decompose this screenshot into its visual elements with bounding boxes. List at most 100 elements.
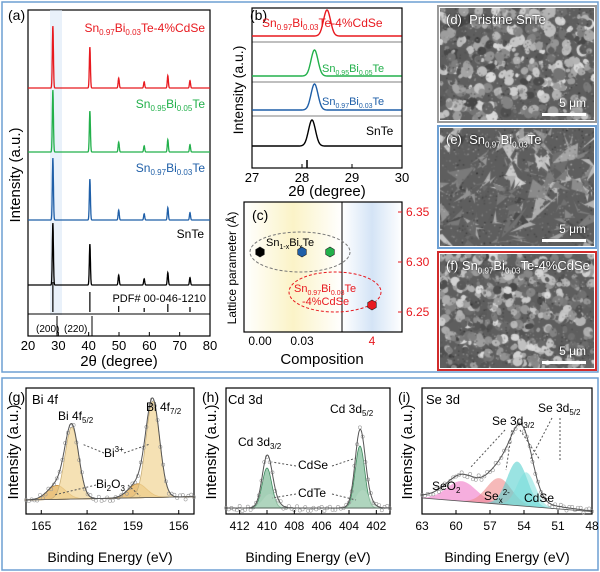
panel-c-frame	[243, 201, 403, 333]
xps-data-point	[254, 500, 258, 505]
xps-data-point	[465, 475, 470, 480]
panel-g-title: Bi 4f	[32, 392, 58, 407]
pc-group-ellipse	[249, 231, 351, 273]
lattice-point-3	[367, 299, 377, 311]
pc-ylabel: Lattice parameter (Å)	[224, 212, 239, 325]
pg-peak1: Bi 4f5/2	[58, 409, 94, 425]
xtick-label-0: 412	[230, 519, 250, 533]
ph-arrow-4	[331, 493, 357, 501]
panel-d-title: (d) Pristine SnTe	[446, 12, 546, 27]
panel-d-tag: (d)	[446, 12, 462, 27]
panel-i-frame	[421, 387, 593, 515]
pb-xlabel: 2θ (degree)	[288, 183, 366, 200]
pa-xtick-3: 50	[112, 338, 126, 353]
xps-component-3	[226, 490, 390, 508]
panel-e-scalebar	[542, 239, 586, 242]
pa-xtick-1: 30	[51, 338, 65, 353]
pc-ytick-1: 6.30	[406, 255, 430, 269]
panel-i-xticks: 63 60 57 54 51 48	[415, 510, 599, 533]
panel-f-scale: 5 μm	[559, 344, 586, 358]
ph-peak2: Cd 3d5/2	[330, 402, 374, 418]
xtick-label-2: 408	[284, 519, 304, 533]
panel-d-sem-image: (d) Pristine SnTe 5 μm	[440, 8, 594, 120]
pc-xlabel: Composition	[280, 351, 363, 368]
xtick-label-5: 402	[366, 519, 386, 533]
xtick-label-4: 51	[551, 519, 565, 533]
xtick-label-1: 60	[449, 519, 463, 533]
xps-data-point	[322, 509, 327, 513]
pi-ylabel: Intensity (a.u.)	[399, 404, 416, 499]
xps-component-0	[422, 481, 592, 512]
panel-a-curves	[28, 25, 210, 336]
pc-xtick-2: 4	[369, 334, 376, 348]
pc-group-label: Sn1-xBixTe	[266, 237, 314, 251]
panel-b-xticks: 27 28 29 30	[245, 164, 409, 185]
pg-arrow-3	[53, 484, 97, 496]
pg-bi2o3: Bi2O3	[96, 477, 125, 493]
pa-xtick-4: 60	[142, 338, 156, 353]
pi-arrow-3	[519, 429, 541, 461]
panel-h-xticks: 412 410 408 406 404 402	[230, 510, 387, 533]
xps-data-point	[303, 505, 308, 510]
xps-data-point	[110, 498, 115, 503]
pb-ylabel: Intensity (a.u.)	[230, 46, 246, 135]
panel-f-scalebar	[542, 361, 586, 364]
xtick-label-3: 54	[517, 519, 531, 533]
xtick-label-2: 57	[483, 519, 497, 533]
panel-b-curves	[252, 9, 402, 168]
pa-label-cdse: Sn0.97Bi0.03Te-4%CdSe	[84, 21, 205, 37]
panel-h-frame	[225, 387, 391, 515]
xps-envelope	[421, 423, 593, 512]
xps-data-point	[96, 494, 101, 499]
pb-label-cdse: Sn0.97Bi0.03Te-4%CdSe	[262, 16, 383, 32]
ph-arrow-3	[271, 493, 297, 499]
ph-arrow-1	[271, 461, 297, 467]
xtick-label-4: 404	[339, 519, 359, 533]
xps-data-point	[319, 505, 324, 509]
pb-label-bi005: Sn0.95Bi0.05Te	[322, 63, 384, 77]
xps-data-point	[338, 506, 343, 511]
panel-d-caption: Pristine SnTe	[469, 12, 546, 27]
pg-ylabel: Intensity (a.u.)	[5, 404, 22, 499]
xps-data-point	[471, 477, 475, 482]
panel-f-texture	[440, 254, 594, 368]
xps-data-point	[445, 482, 450, 487]
pa-label-snte: SnTe	[177, 227, 205, 241]
xps-component-2	[422, 461, 592, 512]
pb-xtick-3: 30	[395, 170, 409, 185]
xps-data-point	[119, 493, 124, 498]
panel-h-curves	[224, 425, 392, 513]
panel-c-tag: (c)	[252, 207, 268, 223]
panel-h-title: Cd 3d	[228, 392, 263, 407]
xps-data-point	[306, 508, 310, 513]
panel-e-tag: (e)	[446, 132, 462, 147]
panel-h-tag: (h)	[202, 389, 219, 405]
ph-arrow-2	[331, 457, 357, 467]
panel-i: (i) Se 3d Se 3d3/2 Se 3d5/2 SeO2 Sex2- C…	[398, 387, 599, 565]
panel-a: (a) Sn0.97Bi0.03Te-4%CdSe Sn0.95Bi0.05Te…	[7, 7, 217, 370]
panel-a-tag: (a)	[8, 7, 25, 23]
pb-xtick-0: 27	[245, 170, 259, 185]
ph-xlabel: Binding Energy (eV)	[245, 549, 370, 565]
xps-baseline	[25, 496, 195, 501]
xps-data-point	[510, 430, 515, 435]
ph-cdte: CdTe	[298, 486, 326, 500]
ph-ylabel: Intensity (a.u.)	[203, 404, 220, 499]
xps-data-point	[237, 504, 242, 508]
pi-peak2: Se 3d5/2	[538, 401, 581, 417]
pa-label-bi005: Sn0.95Bi0.05Te	[136, 97, 206, 113]
panel-e-title: (e) Sn0.97Bi0.03Te	[446, 132, 542, 150]
panel-f-title: (f) Sn0.97Bi0.03Te-4%CdSe	[446, 258, 590, 276]
xrd-line-0	[28, 25, 210, 89]
panel-f-sem-image: (f) Sn0.97Bi0.03Te-4%CdSe 5 μm	[440, 254, 594, 368]
panel-b-frame	[251, 7, 403, 169]
xrd-zoom-line-2	[252, 83, 402, 111]
pi-xlabel: Binding Energy (eV)	[444, 549, 569, 565]
panel-b-tag: (b)	[250, 7, 267, 23]
xps-data-point	[476, 473, 481, 478]
xps-data-point	[183, 497, 188, 502]
xtick-label-2: 159	[123, 519, 143, 533]
pg-arrow-1	[81, 443, 105, 454]
pa-xtick-2: 40	[81, 338, 95, 353]
pb-label-bi003: Sn0.97Bi0.03Te	[322, 96, 384, 110]
